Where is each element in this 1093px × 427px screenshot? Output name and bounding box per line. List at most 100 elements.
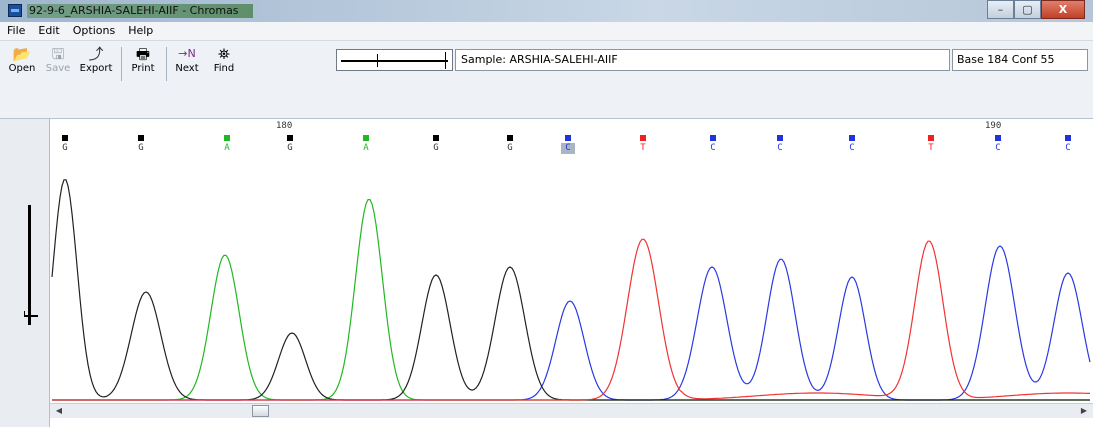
open-label: Open (8, 63, 36, 74)
base-call[interactable]: C (706, 135, 720, 154)
base-color-marker (363, 135, 369, 141)
vertical-scale-gutter (0, 119, 50, 427)
base-call[interactable]: A (220, 135, 234, 154)
chromas-app-icon (8, 4, 22, 17)
horizontal-scrollbar[interactable]: ◀ ▶ (50, 403, 1093, 418)
base-call[interactable]: G (283, 135, 297, 154)
base-color-marker (565, 135, 571, 141)
base-letter: G (287, 143, 293, 153)
zoom-slider-thumb[interactable] (377, 54, 378, 67)
menu-file[interactable]: File (7, 24, 26, 37)
zoom-slider-end-tick (445, 52, 446, 69)
scroll-left-arrow-icon[interactable]: ◀ (55, 406, 63, 415)
base-letter: T (928, 143, 934, 153)
base-conf-status: Base 184 Conf 55 (952, 49, 1088, 71)
base-letter: G (62, 143, 68, 153)
base-letter: C (710, 143, 716, 153)
save-button[interactable]: 🖫 Save (42, 45, 74, 85)
base-call[interactable]: G (503, 135, 517, 154)
find-label: Find (213, 63, 235, 74)
chromatogram-panel[interactable]: 180 190 G G A G A G G C T C C C T C C ◀ ▶ (0, 119, 1093, 427)
sample-name-field: Sample: ARSHIA-SALEHI-AIIF (455, 49, 950, 71)
floppy-disk-icon: 🖫 (51, 45, 65, 63)
export-label: Export (79, 63, 113, 74)
maximize-button[interactable]: ▢ (1014, 0, 1041, 19)
base-call[interactable]: G (58, 135, 72, 154)
next-label: Next (175, 63, 199, 74)
save-label: Save (45, 63, 71, 74)
toolbar-separator (121, 47, 122, 81)
base-color-marker (62, 135, 68, 141)
next-button[interactable]: →N Next (170, 45, 204, 85)
zoom-slider[interactable] (336, 49, 453, 71)
trace-a (52, 199, 1090, 401)
base-color-marker (995, 135, 1001, 141)
print-button[interactable]: 🖶 Print (125, 45, 161, 85)
open-button[interactable]: 📂 Open (4, 45, 40, 85)
find-button[interactable]: ⛯ Find (207, 45, 241, 85)
base-call[interactable]: C (1061, 135, 1075, 154)
window-title: 92-9-6_ARSHIA-SALEHI-AIIF - Chromas (27, 4, 253, 18)
export-button[interactable]: ⤴ Export (76, 45, 116, 85)
base-color-marker (777, 135, 783, 141)
base-call[interactable]: T (636, 135, 650, 154)
base-letter: A (224, 143, 230, 153)
toolbar-separator (166, 47, 167, 81)
position-label-190: 190 (985, 121, 1002, 131)
position-label-180: 180 (276, 121, 293, 131)
base-letter: C (1065, 143, 1071, 153)
menu-edit[interactable]: Edit (38, 24, 60, 37)
base-color-marker (1065, 135, 1071, 141)
print-label: Print (131, 63, 155, 74)
base-color-marker (138, 135, 144, 141)
base-color-marker (928, 135, 934, 141)
zoom-slider-track (341, 60, 448, 62)
base-call[interactable]: C (845, 135, 859, 154)
title-bar[interactable]: 92-9-6_ARSHIA-SALEHI-AIIF - Chromas – ▢ … (0, 0, 1093, 22)
base-call[interactable]: G (429, 135, 443, 154)
base-call[interactable]: C (773, 135, 787, 154)
base-letter: C (777, 143, 783, 153)
base-letter: G (507, 143, 513, 153)
toolbar: 📂 Open 🖫 Save ⤴ Export 🖶 Print →N Next ⛯… (0, 41, 1093, 119)
open-folder-icon: 📂 (12, 45, 32, 63)
base-color-marker (224, 135, 230, 141)
menu-help[interactable]: Help (128, 24, 154, 37)
base-letter: C (995, 143, 1001, 153)
base-color-marker (287, 135, 293, 141)
base-call[interactable]: T (924, 135, 938, 154)
base-color-marker (433, 135, 439, 141)
base-call[interactable]: A (359, 135, 373, 154)
next-n-icon: →N (178, 47, 196, 60)
base-letter: C (561, 143, 575, 154)
base-letter: C (849, 143, 855, 153)
scroll-right-arrow-icon[interactable]: ▶ (1080, 406, 1088, 415)
base-color-marker (507, 135, 513, 141)
window-controls: – ▢ X (987, 0, 1085, 19)
trace-c (52, 245, 1091, 401)
base-call[interactable]: G (134, 135, 148, 154)
vertical-scale-track (28, 205, 31, 325)
vertical-scale-handle[interactable] (24, 311, 38, 317)
base-letter: T (640, 143, 646, 153)
chromatogram-traces (51, 179, 1091, 401)
minimize-button[interactable]: – (987, 0, 1014, 19)
base-letter: G (138, 143, 144, 153)
base-color-marker (849, 135, 855, 141)
close-button[interactable]: X (1041, 0, 1085, 19)
base-call[interactable]: C (991, 135, 1005, 154)
menu-options[interactable]: Options (72, 24, 116, 37)
trace-g (51, 179, 1090, 401)
menu-bar: File Edit Options Help (0, 22, 1093, 41)
trace-t (52, 238, 1090, 401)
printer-icon: 🖶 (135, 45, 151, 63)
base-color-marker (640, 135, 646, 141)
base-color-marker (710, 135, 716, 141)
export-icon: ⤴ (88, 45, 104, 63)
base-call[interactable]: C (561, 135, 575, 154)
base-letter: A (363, 143, 369, 153)
base-letter: G (433, 143, 439, 153)
binoculars-icon: ⛯ (217, 45, 230, 63)
horizontal-scroll-thumb[interactable] (252, 405, 269, 417)
